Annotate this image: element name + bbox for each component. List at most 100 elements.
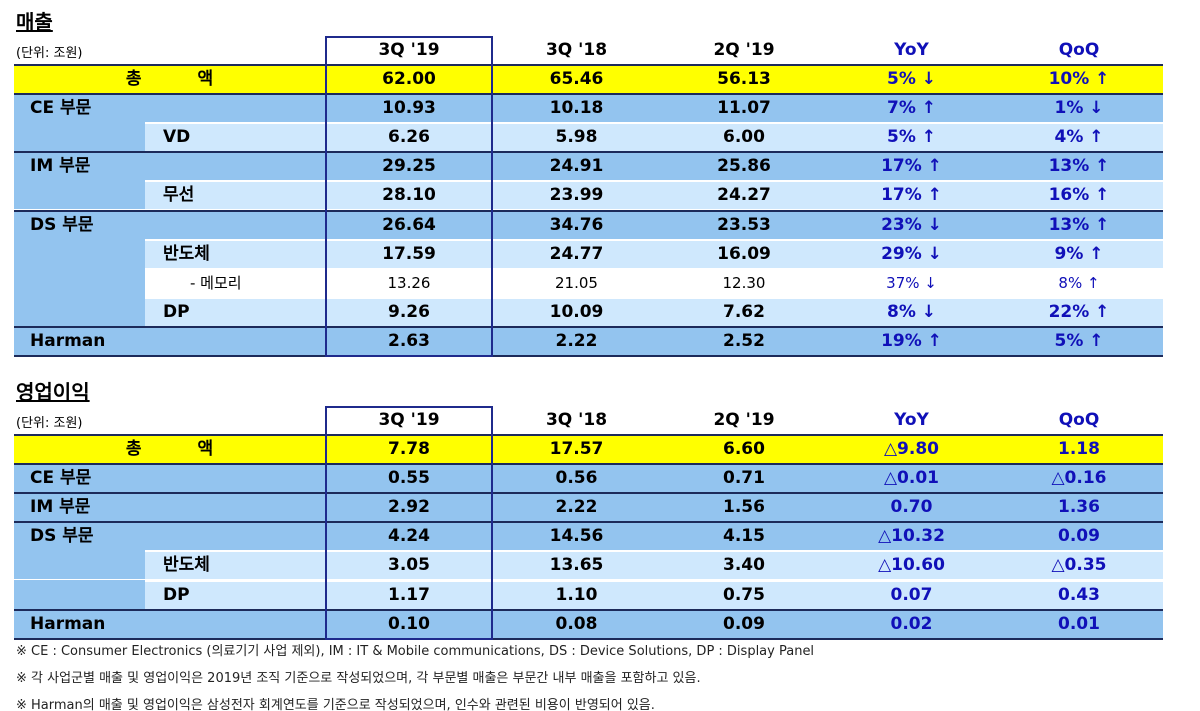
row-separator: [14, 93, 1163, 96]
row-separator: [14, 608, 1163, 611]
row-separator: [14, 463, 1163, 466]
table-cell: 1.17: [388, 584, 430, 605]
table-row: [14, 436, 1163, 464]
row-label: Harman: [30, 330, 106, 351]
table-cell: 17% ↑: [881, 156, 942, 177]
table-cell: 9.26: [388, 301, 430, 322]
table-bottom: [14, 637, 1163, 640]
column-header: 3Q '18: [545, 40, 608, 60]
row-label: IM 부문: [30, 156, 91, 177]
table-cell: 19% ↑: [881, 330, 942, 351]
table-cell: △9.80: [883, 439, 940, 459]
table-cell: 5% ↑: [1054, 330, 1104, 351]
table-row: [14, 494, 1163, 522]
table-cell: 5% ↑: [886, 127, 937, 148]
table-cell: 0.75: [723, 584, 765, 605]
row-separator: [14, 151, 1163, 154]
table-cell: 5.98: [555, 127, 598, 148]
table-cell: 2.22: [555, 497, 598, 518]
table-cell: 13% ↑: [1048, 214, 1110, 235]
section-title: 영업이익: [16, 380, 90, 404]
row-separator: [14, 492, 1163, 495]
table-cell: 21.05: [555, 273, 598, 292]
table-cell: 13.26: [387, 273, 431, 292]
row-label: CE 부문: [30, 468, 92, 489]
row-label: 무선: [163, 185, 195, 206]
footnote: ※ Harman의 매출 및 영업이익은 삼성전자 회계연도를 기준으로 작성되…: [16, 698, 655, 711]
row-label: - 메모리: [190, 273, 242, 292]
table-cell: 1.36: [1058, 497, 1100, 518]
row-indent: [14, 550, 145, 580]
table-cell: 56.13: [717, 69, 771, 89]
table-cell: 25.86: [717, 156, 771, 177]
table-cell: 6.60: [723, 439, 765, 459]
table-row: [14, 269, 1163, 297]
row-label: Harman: [30, 613, 106, 634]
table-cell: 34.76: [549, 214, 604, 235]
column-header: QoQ: [1058, 410, 1100, 430]
table-cell: 2.22: [555, 330, 598, 351]
row-label: IM 부문: [30, 497, 91, 518]
table-cell: 0.01: [1058, 613, 1100, 634]
table-bottom: [14, 355, 1163, 357]
footnote: ※ CE : Consumer Electronics (의료기기 사업 제외)…: [16, 644, 815, 659]
table-cell: 24.27: [717, 185, 771, 206]
table-cell: 4.15: [723, 526, 765, 547]
table-cell: 10.09: [549, 301, 604, 322]
row-separator: [14, 64, 1163, 66]
table-cell: 7.62: [723, 301, 765, 322]
table-cell: △0.01: [883, 468, 940, 489]
column-header: 3Q '19: [378, 40, 440, 60]
table-cell: 0.71: [723, 468, 765, 489]
column-header: 3Q '18: [545, 410, 608, 430]
table-cell: 0.09: [1058, 526, 1100, 547]
row-separator: [14, 209, 1163, 212]
row-label: CE 부문: [30, 98, 92, 119]
table-cell: 3.05: [388, 555, 430, 576]
table-row: [14, 182, 1163, 210]
table-cell: 0.56: [555, 468, 598, 489]
table-row: [14, 124, 1163, 152]
table-cell: △0.35: [1051, 555, 1107, 576]
row-separator: [14, 325, 1163, 328]
table-row: [14, 153, 1163, 181]
table-cell: 4.24: [388, 526, 430, 547]
table-cell: 11.07: [717, 98, 771, 119]
table-row: [14, 95, 1163, 123]
column-header: 2Q '19: [713, 40, 775, 60]
table-row: [14, 66, 1163, 94]
row-label: 반도체: [163, 555, 210, 576]
highlight-box: [325, 406, 493, 640]
highlight-box: [325, 36, 493, 357]
table-cell: 16.09: [717, 243, 771, 264]
table-row: [14, 581, 1163, 609]
table-cell: △0.16: [1051, 468, 1107, 489]
table-cell: 5% ↓: [886, 69, 937, 89]
table-cell: 17% ↑: [881, 185, 942, 206]
unit-label: (단위: 조원): [16, 416, 83, 431]
table-cell: 13.65: [549, 555, 604, 576]
table-cell: 1.18: [1058, 439, 1100, 459]
row-indent: [14, 267, 145, 297]
table-cell: 24.77: [549, 243, 604, 264]
table-cell: 1.56: [723, 497, 765, 518]
table-cell: 0.09: [723, 613, 765, 634]
table-cell: 17.59: [382, 243, 436, 264]
table-cell: 37% ↓: [886, 273, 937, 292]
row-indent: [14, 238, 145, 268]
table-row: [14, 240, 1163, 268]
table-cell: 28.10: [382, 185, 436, 206]
table-row: [14, 327, 1163, 355]
row-label: 총 액: [125, 439, 214, 459]
row-indent: [14, 180, 145, 210]
table-cell: 17.57: [549, 439, 604, 459]
row-indent: [14, 122, 145, 152]
row-label: DS 부문: [30, 526, 94, 547]
unit-label: (단위: 조원): [16, 46, 83, 61]
table-cell: 1% ↓: [1054, 98, 1104, 119]
row-separator: [14, 434, 1163, 436]
row-label: DS 부문: [30, 214, 94, 235]
table-cell: 23% ↓: [881, 214, 942, 235]
column-header: 3Q '19: [378, 410, 440, 430]
table-cell: 16% ↑: [1048, 185, 1110, 206]
